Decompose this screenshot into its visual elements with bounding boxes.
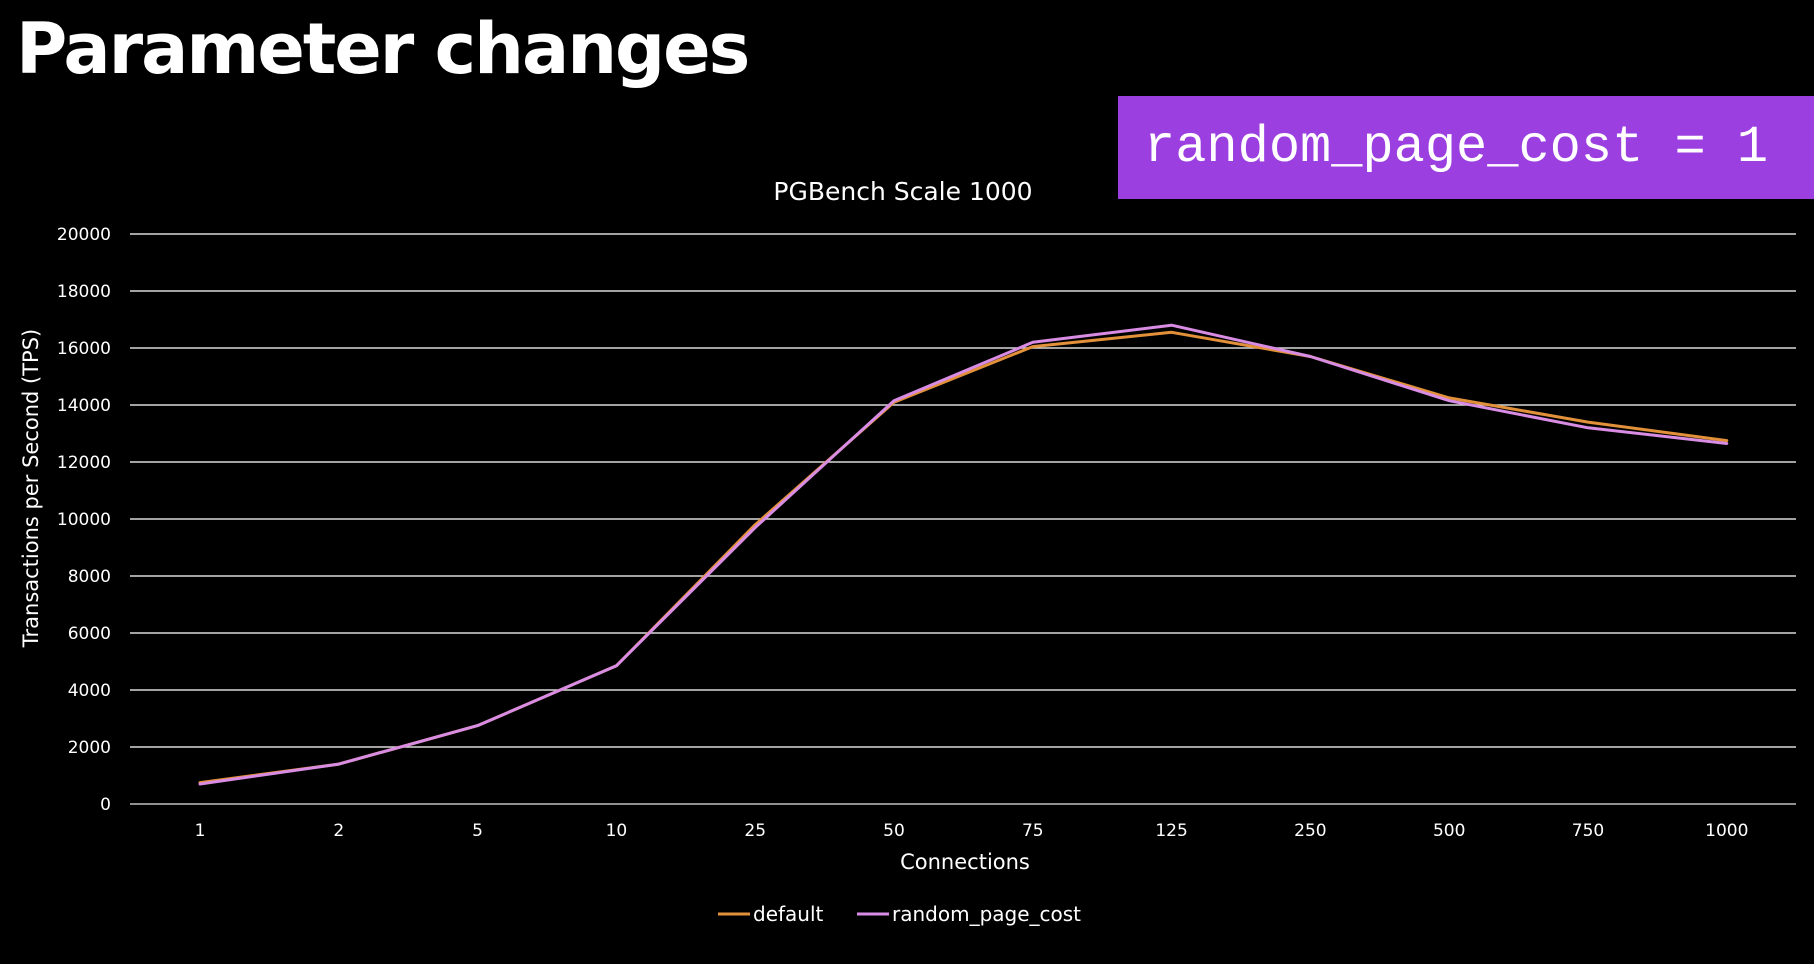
chart-title: PGBench Scale 1000 <box>773 177 1032 206</box>
x-tick-label: 1000 <box>1705 821 1748 841</box>
y-tick-label: 12000 <box>57 453 111 473</box>
y-tick-label: 2000 <box>68 738 111 758</box>
y-tick-label: 6000 <box>68 624 111 644</box>
x-tick-label: 250 <box>1294 821 1326 841</box>
y-axis-title: Transactions per Second (TPS) <box>19 329 43 648</box>
parameter-callout-label: random_page_cost = 1 <box>1144 118 1769 177</box>
series-lines <box>198 323 1729 786</box>
series-line-default <box>198 330 1729 785</box>
x-tick-label: 50 <box>883 821 905 841</box>
x-tick-label: 2 <box>333 821 344 841</box>
x-axis-title: Connections <box>900 850 1030 874</box>
x-tick-label: 10 <box>606 821 628 841</box>
x-tick-label: 1 <box>195 821 206 841</box>
x-axis-ticks: 1 2 5 10 25 50 75 125 250 500 750 1000 <box>195 821 1749 841</box>
legend-label-default: default <box>753 902 824 926</box>
y-tick-label: 4000 <box>68 681 111 701</box>
x-tick-label: 5 <box>472 821 483 841</box>
series-line-random-page-cost <box>198 323 1729 786</box>
y-tick-label: 16000 <box>57 339 111 359</box>
y-tick-label: 14000 <box>57 396 111 416</box>
y-tick-label: 18000 <box>57 282 111 302</box>
y-tick-label: 20000 <box>57 225 111 245</box>
x-tick-label: 500 <box>1433 821 1465 841</box>
parameter-callout: random_page_cost = 1 <box>1118 96 1814 199</box>
x-tick-label: 125 <box>1155 821 1187 841</box>
y-axis-ticks: 0 2000 4000 6000 8000 10000 12000 14000 16000 180… <box>57 225 111 815</box>
x-tick-label: 750 <box>1572 821 1604 841</box>
y-tick-label: 8000 <box>68 567 111 587</box>
x-tick-label: 75 <box>1022 821 1044 841</box>
legend-label-random-page-cost: random_page_cost <box>892 902 1081 926</box>
y-tick-label: 10000 <box>57 510 111 530</box>
legend: default random_page_cost <box>718 902 1081 926</box>
gridlines <box>130 233 1796 805</box>
slide-title: Parameter changes <box>16 8 750 90</box>
y-tick-label: 0 <box>100 795 111 815</box>
x-tick-label: 25 <box>744 821 766 841</box>
